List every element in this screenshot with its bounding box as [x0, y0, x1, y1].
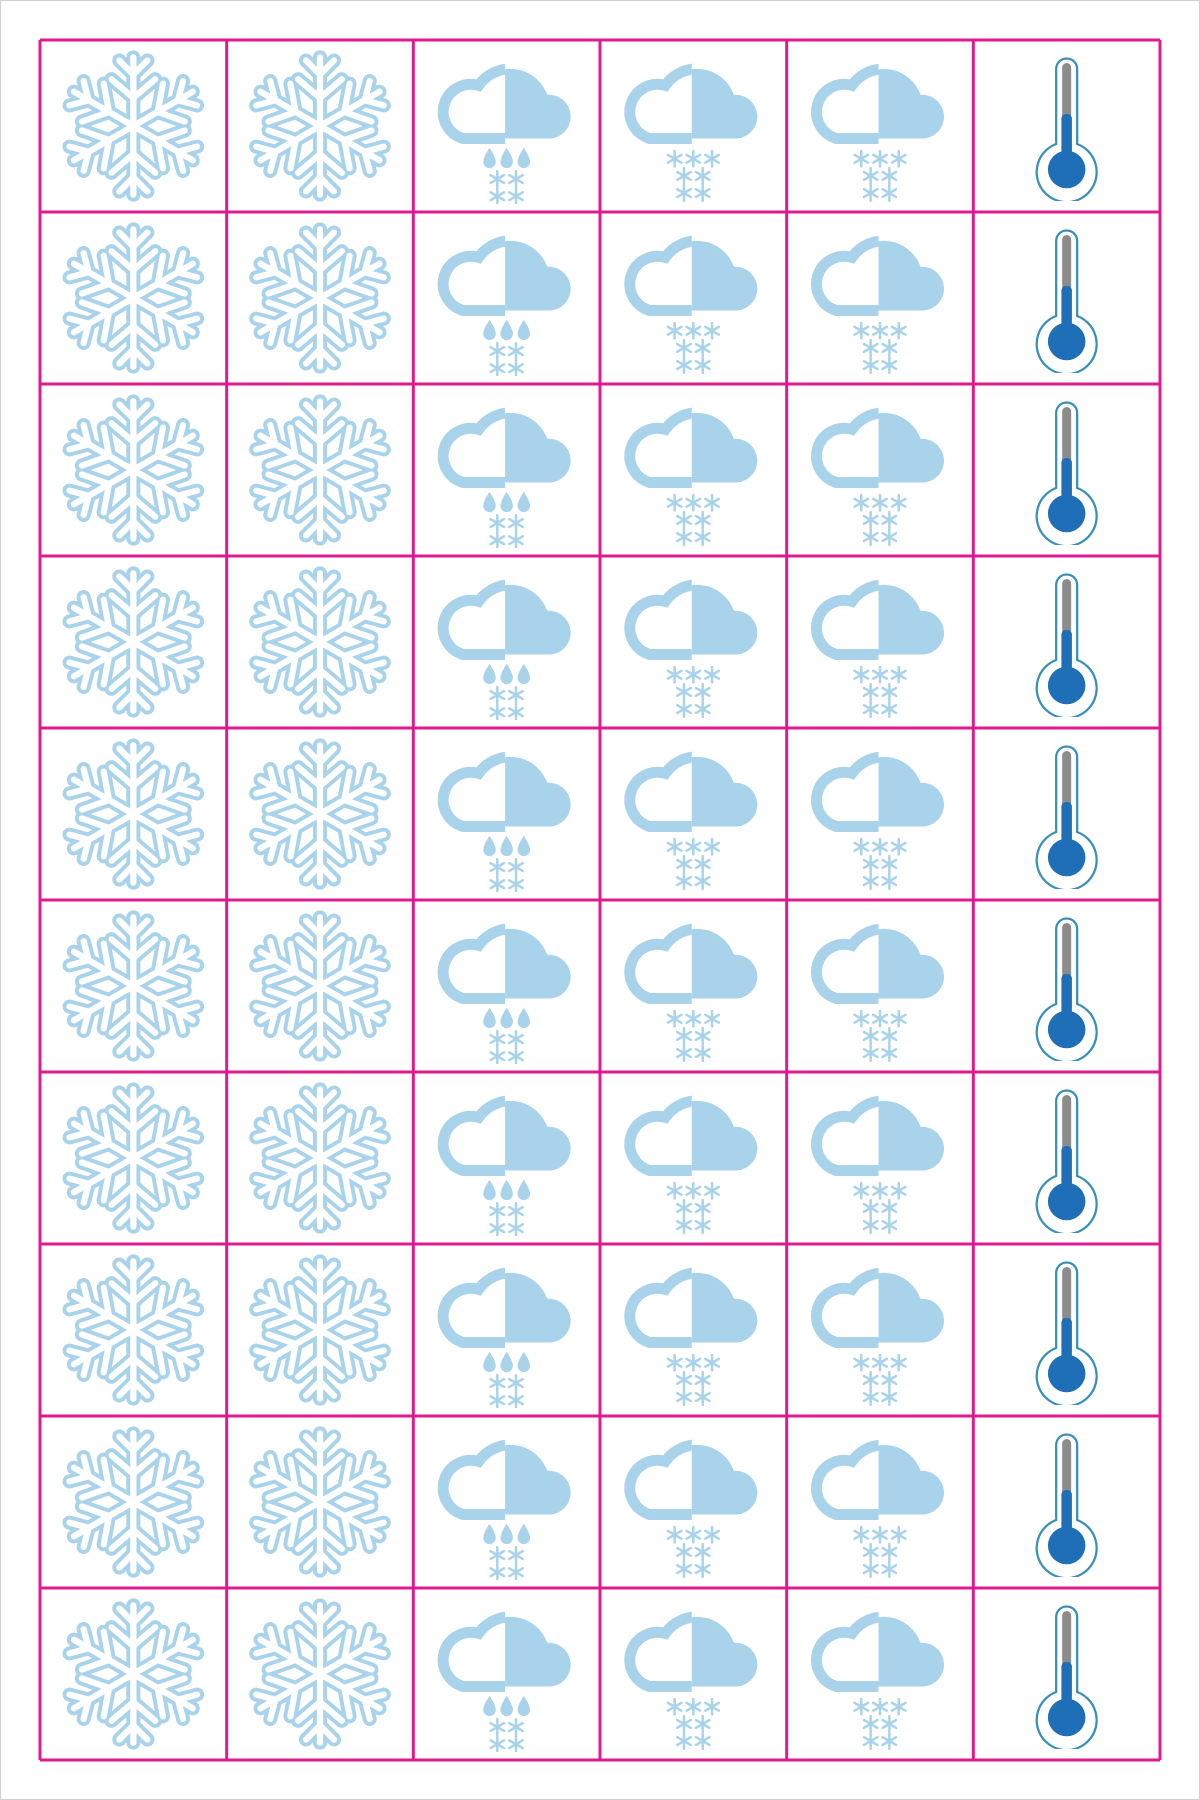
- snowflake-icon: [250, 917, 391, 1054]
- snowflake-icon: [63, 57, 204, 194]
- snowflake-icon: [63, 1433, 204, 1570]
- snowflake-icon: [250, 573, 391, 710]
- snowflake-icon: [63, 401, 204, 538]
- snowflake-icon: [250, 1605, 391, 1742]
- snowflake-icon: [250, 1433, 391, 1570]
- snowflake-icon: [250, 745, 391, 882]
- snowflake-icon: [63, 229, 204, 366]
- snowflake-icon: [250, 1261, 391, 1398]
- snowflake-icon: [250, 229, 391, 366]
- snowflake-icon: [250, 1089, 391, 1226]
- snowflake-icon: [63, 1261, 204, 1398]
- snowflake-icon: [63, 917, 204, 1054]
- snowflake-icon: [250, 57, 391, 194]
- snowflake-icon: [63, 1605, 204, 1742]
- snowflake-icon: [63, 573, 204, 710]
- snowflake-icon: [63, 1089, 204, 1226]
- icon-grid: [38, 38, 1162, 1762]
- snowflake-icon: [63, 745, 204, 882]
- snowflake-icon: [250, 401, 391, 538]
